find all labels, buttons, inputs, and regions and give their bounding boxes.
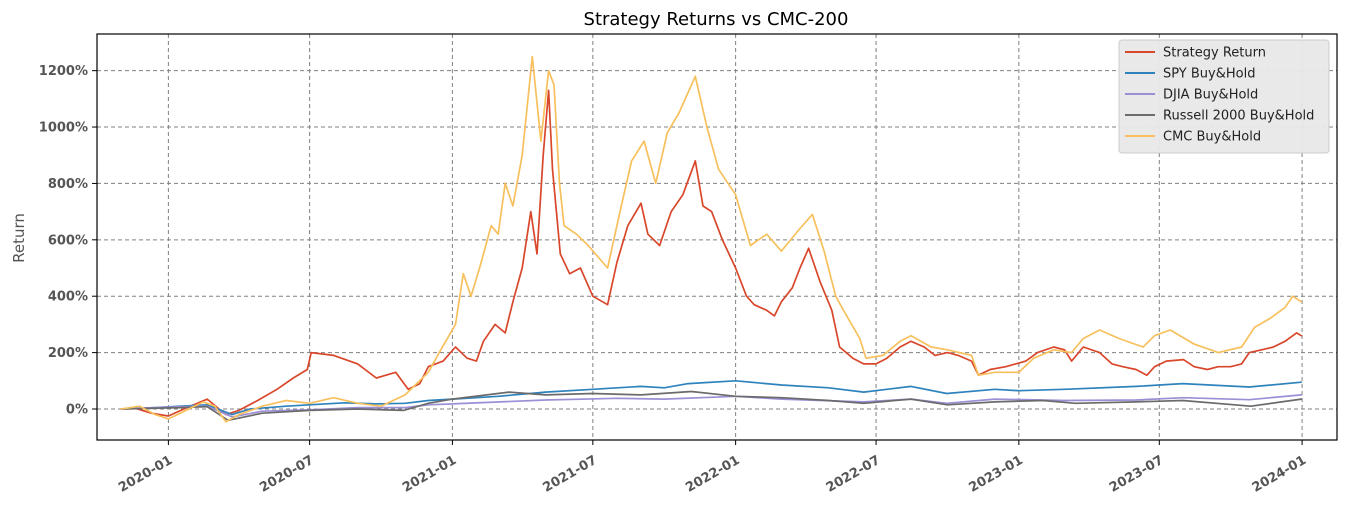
y-tick-label: 200% <box>48 346 88 361</box>
x-tick-label: 2022-07 <box>824 453 883 496</box>
plot-frame <box>96 33 1338 441</box>
y-tick-label: 1000% <box>39 121 88 136</box>
legend-label: Russell 2000 Buy&Hold <box>1163 109 1314 124</box>
x-tick-label: 2023-07 <box>1107 453 1166 496</box>
y-tick-label: 400% <box>48 290 88 305</box>
y-axis-label: Return <box>10 213 28 263</box>
y-tick-label: 600% <box>48 233 88 248</box>
x-tick-label: 2023-01 <box>967 453 1026 496</box>
y-tick-label: 800% <box>48 177 88 192</box>
legend-label: SPY Buy&Hold <box>1163 67 1255 82</box>
legend-box <box>1118 39 1330 154</box>
legend-label: Strategy Return <box>1163 46 1266 61</box>
chart-title: Strategy Returns vs CMC-200 <box>584 9 849 30</box>
legend-label: DJIA Buy&Hold <box>1163 88 1258 103</box>
axes: 0% 200% 400% 600% 800% 1000% 1200% 2020-01 2020-… <box>39 64 1309 496</box>
x-tick-label: 2024-01 <box>1250 453 1309 496</box>
series-line-5 <box>120 55 1303 423</box>
x-tick-label: 2020-01 <box>116 453 175 496</box>
series-line-1 <box>120 89 1303 417</box>
y-tick-label: 0% <box>66 402 88 417</box>
legend-label: CMC Buy&Hold <box>1163 130 1261 145</box>
y-tick-label: 1200% <box>39 64 88 79</box>
x-tick-label: 2022-01 <box>683 453 742 496</box>
x-tick-label: 2021-07 <box>541 453 600 496</box>
grid <box>97 34 1337 440</box>
series-line-4 <box>120 390 1303 422</box>
x-tick-label: 2020-07 <box>257 453 316 496</box>
series-line-3 <box>120 394 1303 418</box>
legend: Strategy Return SPY Buy&Hold DJIA Buy&Hold… <box>1118 39 1330 154</box>
x-tick-label: 2021-01 <box>400 453 459 496</box>
series-lines <box>120 55 1303 423</box>
